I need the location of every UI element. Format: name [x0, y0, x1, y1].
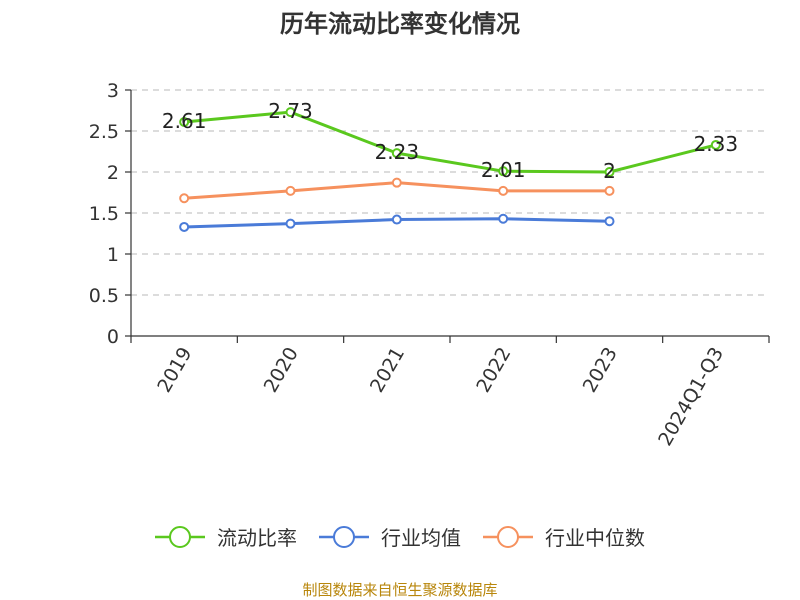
- x-tick-label: 2022: [472, 343, 515, 396]
- y-tick-label: 0: [107, 326, 119, 348]
- legend-item[interactable]: 流动比率: [155, 526, 297, 550]
- data-labels: 2.61 2.73 2.23 2.01 2 2.33: [162, 99, 738, 183]
- legend-label: 流动比率: [217, 526, 297, 550]
- y-tick-label: 3: [107, 80, 119, 102]
- data-label: 2.23: [375, 140, 420, 164]
- data-point: [710, 139, 721, 150]
- data-label: 2.73: [268, 99, 313, 123]
- chart-title: 历年流动比率变化情况: [280, 10, 520, 38]
- data-label: 2: [603, 159, 616, 183]
- data-point: [179, 116, 190, 127]
- x-tick-label: 2020: [260, 344, 303, 397]
- legend-label: 行业中位数: [545, 526, 645, 550]
- data-point: [285, 218, 296, 229]
- data-point: [391, 214, 402, 225]
- data-label: 2.61: [162, 109, 207, 133]
- legend-marker: [497, 526, 519, 548]
- data-point: [391, 177, 402, 188]
- x-tick-label: 2021: [366, 344, 409, 397]
- y-tick-label: 1: [107, 244, 119, 266]
- y-tick-label: 1.5: [89, 203, 119, 225]
- data-point: [604, 167, 615, 177]
- y-tick-label: 2: [107, 162, 119, 184]
- data-point: [285, 185, 296, 196]
- data-label: 2.33: [694, 132, 739, 156]
- axes: 0 0.5 1 1.5 2 2.5 3 2019 2020 2021 2022 2023 2024Q1-…: [89, 80, 770, 450]
- data-point: [285, 107, 296, 118]
- data-point: [179, 193, 190, 204]
- data-point: [179, 221, 190, 232]
- source-note: 制图数据来自恒生聚源数据库: [302, 581, 497, 599]
- y-tick-label: 2.5: [89, 121, 119, 143]
- grid: [131, 89, 769, 296]
- legend-marker: [333, 526, 355, 548]
- data-point: [604, 185, 615, 196]
- legend: 流动比率 行业均值 行业中位数: [155, 526, 645, 550]
- series-layer: [179, 107, 721, 232]
- data-point: [391, 148, 402, 159]
- data-point: [498, 213, 509, 224]
- legend-label: 行业均值: [381, 526, 461, 550]
- data-point: [604, 216, 615, 227]
- x-tick-label: 2019: [153, 344, 196, 397]
- series-line: [184, 110, 717, 174]
- legend-item[interactable]: 行业均值: [319, 526, 461, 550]
- legend-item[interactable]: 行业中位数: [483, 526, 645, 550]
- data-point: [498, 166, 509, 177]
- y-tick-label: 0.5: [89, 285, 119, 307]
- legend-marker: [169, 526, 191, 548]
- data-label: 2.01: [481, 158, 526, 182]
- x-tick-label: 2023: [579, 344, 622, 397]
- x-tick-label: 2024Q1-Q3: [654, 344, 728, 450]
- data-point: [498, 185, 509, 196]
